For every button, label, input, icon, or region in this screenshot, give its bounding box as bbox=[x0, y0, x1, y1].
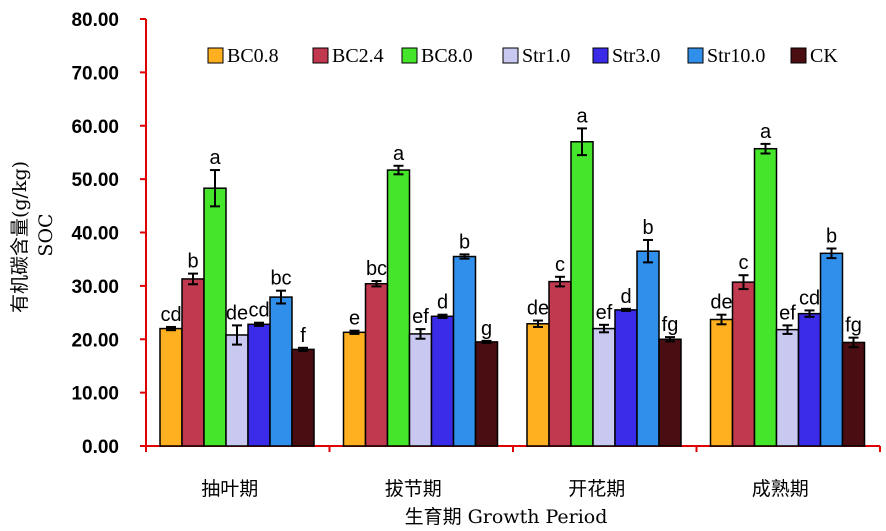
bar-str3-0 bbox=[614, 309, 638, 447]
significance-letter: b bbox=[642, 217, 653, 239]
significance-letter: bc bbox=[366, 258, 387, 280]
bar-bc2-4 bbox=[548, 280, 572, 447]
y-tick-label: 50.00 bbox=[71, 170, 119, 191]
bar-str1-0 bbox=[592, 327, 616, 447]
legend-label: Str10.0 bbox=[707, 45, 765, 67]
significance-letter: a bbox=[576, 105, 588, 127]
legend-label: BC0.8 bbox=[227, 45, 279, 67]
bar-ck bbox=[474, 341, 499, 447]
bar-bc8-0 bbox=[753, 147, 778, 447]
legend-label: BC2.4 bbox=[332, 45, 384, 67]
bar-bc8-0 bbox=[203, 187, 227, 447]
bar-bc0-8 bbox=[342, 331, 367, 447]
significance-letter: ef bbox=[779, 302, 796, 324]
significance-letter: ef bbox=[412, 306, 429, 328]
y-tick-label: 70.00 bbox=[71, 63, 119, 84]
bar-str10-0 bbox=[269, 296, 293, 447]
y-tick-label: 0.00 bbox=[82, 437, 119, 458]
significance-letter: d bbox=[437, 292, 448, 314]
y-tick-label: 30.00 bbox=[71, 277, 119, 298]
significance-letter: cd bbox=[799, 287, 820, 309]
legend-swatch bbox=[401, 47, 418, 64]
bar-str10-0 bbox=[452, 255, 477, 447]
legend-swatch bbox=[312, 47, 329, 64]
y-tick-label: 40.00 bbox=[71, 224, 119, 245]
bar-str3-0 bbox=[430, 315, 455, 447]
y-tick-label: 20.00 bbox=[71, 330, 119, 351]
significance-letter: de bbox=[527, 298, 549, 320]
legend-label: Str3.0 bbox=[612, 45, 660, 67]
significance-letter: de bbox=[226, 302, 248, 324]
significance-letter: g bbox=[481, 318, 492, 340]
significance-letter: f bbox=[300, 325, 306, 347]
significance-letter: cd bbox=[248, 300, 269, 322]
legend-label: BC8.0 bbox=[421, 45, 473, 67]
y-tick-label: 10.00 bbox=[71, 384, 119, 405]
bar-bc8-0 bbox=[570, 141, 594, 447]
bar-str10-0 bbox=[819, 252, 844, 447]
significance-letter: cd bbox=[160, 304, 181, 326]
legend-label: CK bbox=[810, 45, 838, 67]
significance-letter: d bbox=[620, 286, 631, 308]
significance-letter: bc bbox=[270, 268, 291, 290]
significance-letter: a bbox=[760, 121, 772, 143]
bar-bc2-4 bbox=[181, 278, 205, 447]
significance-letter: fg bbox=[662, 314, 679, 336]
significance-letter: de bbox=[710, 292, 732, 314]
significance-letter: ef bbox=[596, 302, 613, 324]
y-axis-title: 有机碳含量(g/kg) bbox=[9, 161, 31, 313]
bar-str3-0 bbox=[797, 312, 822, 447]
significance-letter: fg bbox=[845, 315, 862, 337]
x-category-label: 开花期 bbox=[568, 478, 625, 500]
bar-bc0-8 bbox=[709, 318, 734, 447]
y-axis-title-secondary: SOC bbox=[35, 213, 57, 256]
bar-str1-0 bbox=[775, 328, 800, 447]
legend-swatch bbox=[502, 47, 519, 64]
bar-bc0-8 bbox=[159, 327, 183, 447]
bar-str1-0 bbox=[408, 333, 433, 447]
x-category-label: 成熟期 bbox=[752, 478, 809, 500]
bar-ck bbox=[841, 341, 866, 447]
legend-swatch bbox=[207, 47, 224, 64]
bar-bc2-4 bbox=[731, 281, 756, 447]
y-tick-label: 80.00 bbox=[71, 10, 119, 31]
bar-ck bbox=[658, 338, 682, 447]
significance-letter: a bbox=[209, 147, 221, 169]
significance-letter: c bbox=[555, 254, 565, 276]
significance-letter: a bbox=[393, 143, 405, 165]
significance-letter: b bbox=[826, 226, 837, 248]
legend-label: Str1.0 bbox=[522, 45, 570, 67]
y-tick-label: 60.00 bbox=[71, 117, 119, 138]
bar-ck bbox=[291, 348, 315, 447]
bar-bc2-4 bbox=[364, 282, 389, 447]
bar-str3-0 bbox=[247, 323, 271, 447]
significance-letter: c bbox=[739, 252, 749, 274]
bar-bc0-8 bbox=[526, 323, 550, 447]
bar-bc8-0 bbox=[386, 169, 411, 447]
bar-str1-0 bbox=[225, 334, 249, 447]
x-axis-title: 生育期 Growth Period bbox=[405, 506, 608, 528]
x-category-label: 拔节期 bbox=[385, 478, 442, 500]
significance-letter: b bbox=[459, 231, 470, 253]
significance-letter: b bbox=[187, 251, 198, 273]
legend-swatch bbox=[790, 47, 807, 64]
legend-swatch bbox=[592, 47, 609, 64]
bar-str10-0 bbox=[636, 250, 660, 447]
significance-letter: e bbox=[349, 308, 360, 330]
legend-swatch bbox=[687, 47, 704, 64]
x-category-label: 抽叶期 bbox=[201, 478, 258, 500]
